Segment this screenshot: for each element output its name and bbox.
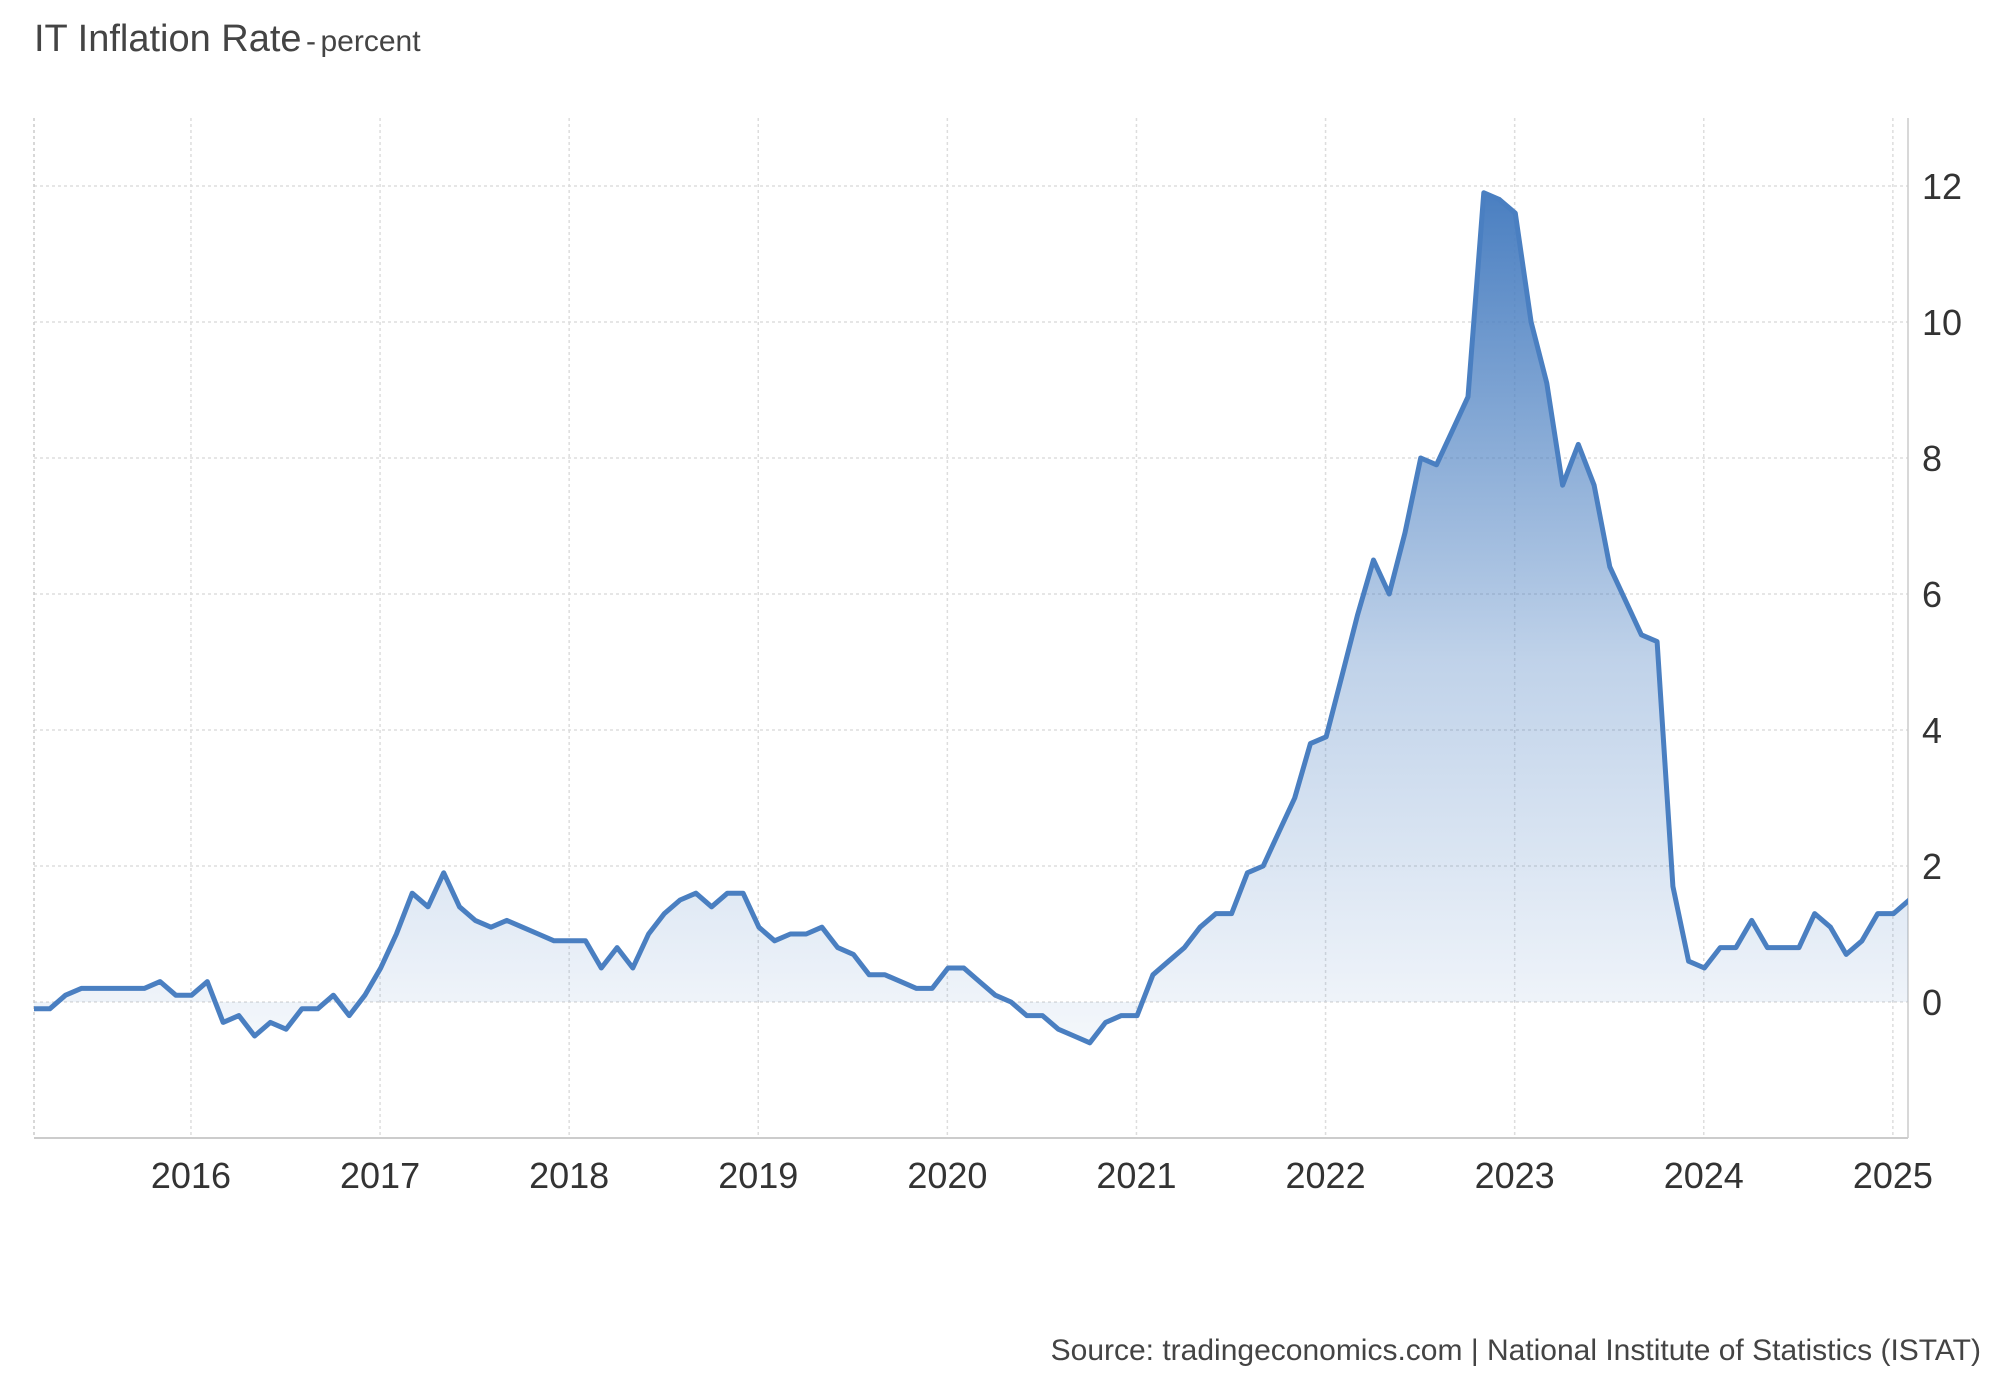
y-tick-label: 4	[1922, 710, 1942, 751]
x-tick-label: 2018	[529, 1155, 609, 1196]
x-tick-label: 2025	[1853, 1155, 1933, 1196]
tick-labels: 0 2 4 6 8 10 12 2016 2017 2018 2019 2020 2021 2022 202…	[151, 166, 1962, 1196]
y-tick-label: 2	[1922, 846, 1942, 887]
chart-subtitle: percent	[320, 25, 421, 58]
y-tick-label: 6	[1922, 574, 1942, 615]
chart-title: IT Inflation Rate	[34, 18, 302, 60]
series-layer	[34, 190, 1908, 1046]
y-tick-label: 0	[1922, 982, 1942, 1023]
x-tick-label: 2022	[1286, 1155, 1366, 1196]
series-line	[34, 190, 1908, 1046]
x-tick-label: 2016	[151, 1155, 231, 1196]
y-tick-label: 10	[1922, 302, 1962, 343]
x-tick-label: 2020	[907, 1155, 987, 1196]
chart-title-block: IT Inflation Rate - percent	[34, 18, 421, 61]
x-tick-label: 2021	[1096, 1155, 1176, 1196]
series-area	[34, 192, 1908, 1043]
x-tick-label: 2019	[718, 1155, 798, 1196]
x-tick-label: 2023	[1475, 1155, 1555, 1196]
x-tick-label: 2024	[1664, 1155, 1744, 1196]
y-tick-label: 8	[1922, 438, 1942, 479]
source-note: Source: tradingeconomics.com | National …	[1050, 1334, 1981, 1367]
y-tick-label: 12	[1922, 166, 1962, 207]
x-tick-label: 2017	[340, 1155, 420, 1196]
chart-title-separator: -	[306, 25, 317, 58]
